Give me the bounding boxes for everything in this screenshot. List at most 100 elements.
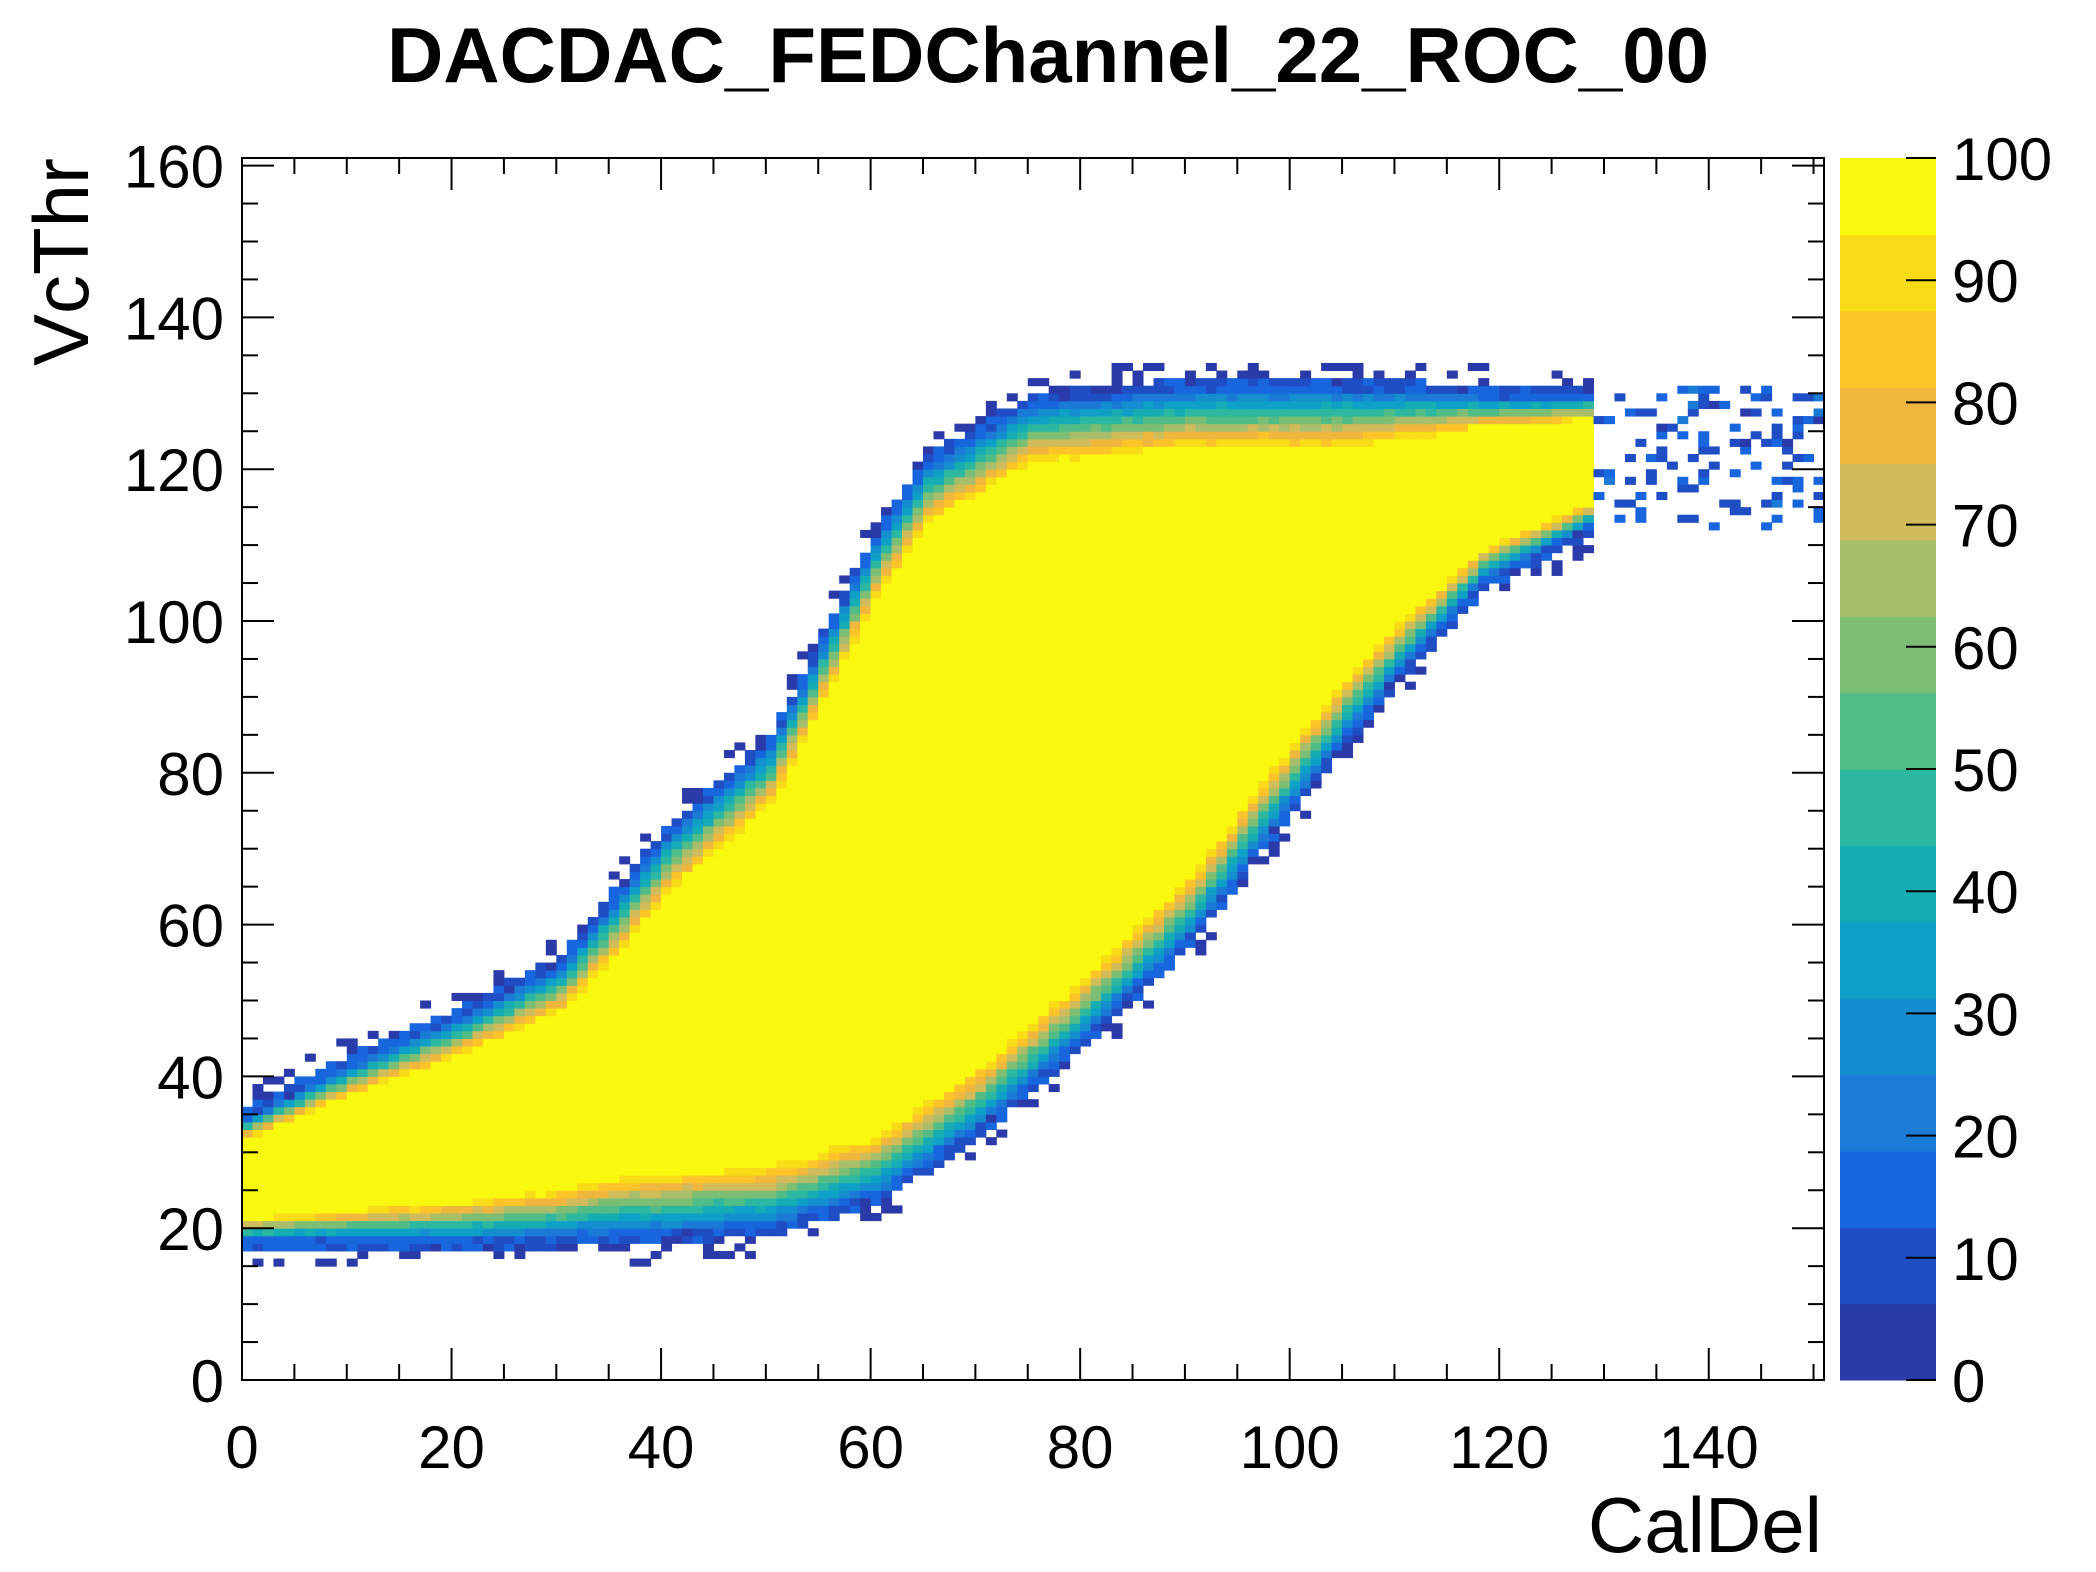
heatmap-cell <box>1090 431 1102 440</box>
heatmap-cell <box>996 605 1008 614</box>
heatmap-cell <box>640 1015 652 1024</box>
heatmap-cell <box>828 772 840 781</box>
heatmap-cell <box>818 932 830 941</box>
heatmap-cell <box>378 1076 390 1085</box>
heatmap-cell <box>975 818 987 827</box>
heatmap-cell <box>1017 1000 1029 1009</box>
heatmap-cell <box>807 1228 819 1237</box>
heatmap-cell <box>818 765 830 774</box>
heatmap-cell <box>902 917 914 926</box>
heatmap-cell <box>640 1076 652 1085</box>
heatmap-cell <box>933 1030 945 1039</box>
heatmap-cell <box>1111 757 1123 766</box>
heatmap-cell <box>1090 491 1102 501</box>
heatmap-cell <box>598 1046 610 1055</box>
heatmap-cell <box>734 932 746 941</box>
heatmap-cell <box>849 886 861 895</box>
heatmap-cell <box>891 674 903 683</box>
heatmap-cell <box>755 1008 767 1017</box>
heatmap-cell <box>839 787 851 797</box>
heatmap-cell <box>482 992 494 1001</box>
heatmap-cell <box>912 636 924 645</box>
heatmap-cell <box>315 1137 327 1146</box>
heatmap-cell <box>776 871 788 880</box>
heatmap-cell <box>1111 901 1123 910</box>
heatmap-cell <box>744 879 756 888</box>
heatmap-cell <box>860 1197 872 1206</box>
heatmap-cell <box>1017 712 1029 721</box>
heatmap-cell <box>682 886 694 895</box>
heatmap-cell <box>891 1137 903 1146</box>
heatmap-cell <box>598 1228 610 1237</box>
heatmap-cell <box>902 742 914 751</box>
heatmap-cell <box>881 666 893 675</box>
heatmap-cell <box>409 1182 421 1191</box>
heatmap-cell <box>933 529 945 539</box>
heatmap-cell <box>556 1228 568 1237</box>
heatmap-cell <box>472 1068 484 1077</box>
heatmap-cell <box>640 1235 652 1244</box>
heatmap-cell <box>1006 689 1018 698</box>
heatmap-cell <box>818 947 830 956</box>
heatmap-cell <box>807 1008 819 1017</box>
heatmap-cell <box>493 1235 505 1244</box>
heatmap-cell <box>1038 1053 1050 1062</box>
heatmap-cell <box>1080 757 1092 766</box>
heatmap-cell <box>409 1061 421 1070</box>
heatmap-cell <box>902 1068 914 1077</box>
heatmap-cell <box>912 901 924 910</box>
heatmap-cell <box>881 856 893 865</box>
heatmap-cell <box>954 970 966 979</box>
heatmap-cell <box>818 750 830 759</box>
heatmap-cell <box>1059 1015 1071 1024</box>
heatmap-cell <box>1048 1000 1060 1009</box>
heatmap-cell <box>755 1023 767 1032</box>
heatmap-cell <box>765 1099 777 1108</box>
heatmap-cell <box>545 1167 557 1176</box>
heatmap-cell <box>399 1083 411 1093</box>
heatmap-cell <box>818 1068 830 1077</box>
heatmap-cell <box>608 1167 620 1176</box>
heatmap-cell <box>1048 1053 1060 1062</box>
heatmap-cell <box>420 1076 432 1085</box>
heatmap-cell <box>723 1197 735 1206</box>
heatmap-cell <box>734 917 746 926</box>
heatmap-cell <box>902 1008 914 1017</box>
heatmap-cell <box>818 924 830 933</box>
heatmap-cell <box>723 803 735 812</box>
heatmap-cell <box>755 825 767 835</box>
heatmap-cell <box>797 1175 809 1184</box>
heatmap-cell <box>399 1114 411 1123</box>
heatmap-cell <box>357 1190 369 1199</box>
heatmap-cell <box>744 1114 756 1123</box>
heatmap-cell <box>1059 803 1071 812</box>
heatmap-cell <box>1038 939 1050 948</box>
heatmap-cell <box>420 1106 432 1115</box>
heatmap-cell <box>797 1197 809 1206</box>
heatmap-cell <box>1038 1061 1050 1070</box>
heatmap-cell <box>462 1144 473 1153</box>
heatmap-cell <box>818 696 830 705</box>
heatmap-cell <box>922 507 934 516</box>
heatmap-cell <box>1111 658 1123 668</box>
heatmap-cell <box>577 977 589 986</box>
heatmap-cell <box>629 1258 641 1267</box>
heatmap-cell <box>1090 939 1102 948</box>
heatmap-cell <box>640 1197 652 1206</box>
heatmap-cell <box>1069 879 1081 888</box>
heatmap-cell <box>650 1228 662 1237</box>
heatmap-cell <box>839 795 851 804</box>
heatmap-cell <box>1080 879 1092 888</box>
heatmap-cell <box>682 818 694 827</box>
heatmap-cell <box>744 1129 756 1138</box>
heatmap-cell <box>378 1152 390 1161</box>
heatmap-cell <box>828 1175 840 1184</box>
heatmap-cell <box>430 1091 442 1100</box>
heatmap-cell <box>996 719 1008 728</box>
heatmap-cell <box>881 1023 893 1032</box>
heatmap-cell <box>943 970 955 979</box>
heatmap-cell <box>1080 696 1092 705</box>
heatmap-cell <box>828 1046 840 1055</box>
heatmap-cell <box>985 461 997 470</box>
heatmap-cell <box>933 689 945 698</box>
